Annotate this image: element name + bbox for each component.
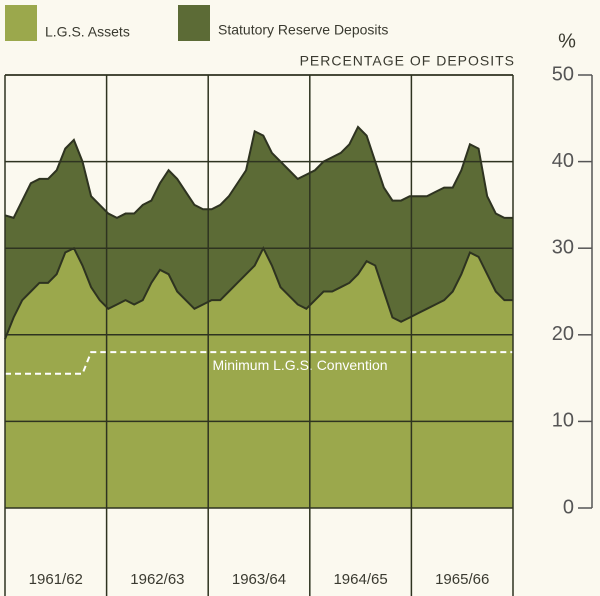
x-tick-label: 1965/66: [435, 571, 489, 588]
area: [5, 126, 513, 340]
area-edge: [4, 125, 513, 220]
legend-swatch: [178, 5, 210, 41]
x-tick-label: 1961/62: [29, 571, 83, 588]
area: [5, 248, 513, 508]
y-tick-label: 20: [552, 323, 574, 345]
legend-swatch: [5, 5, 37, 41]
legend-label: Statutory Reserve Deposits: [218, 22, 388, 38]
unit-label: %: [558, 30, 576, 52]
area-edge: [4, 245, 513, 340]
reference-label: Minimum L.G.S. Convention: [212, 357, 387, 373]
y-tick-label: 50: [552, 63, 574, 85]
x-tick-label: 1963/64: [232, 571, 286, 588]
y-tick-label: 40: [552, 150, 574, 172]
x-tick-label: 1962/63: [130, 571, 184, 588]
y-tick-label: 10: [552, 410, 574, 432]
x-tick-label: 1964/65: [333, 571, 387, 588]
y-tick-label: 0: [563, 496, 574, 518]
y-tick-label: 30: [552, 236, 574, 258]
axis-title: PERCENTAGE OF DEPOSITS: [300, 53, 515, 69]
legend-label: L.G.S. Assets: [45, 24, 130, 40]
